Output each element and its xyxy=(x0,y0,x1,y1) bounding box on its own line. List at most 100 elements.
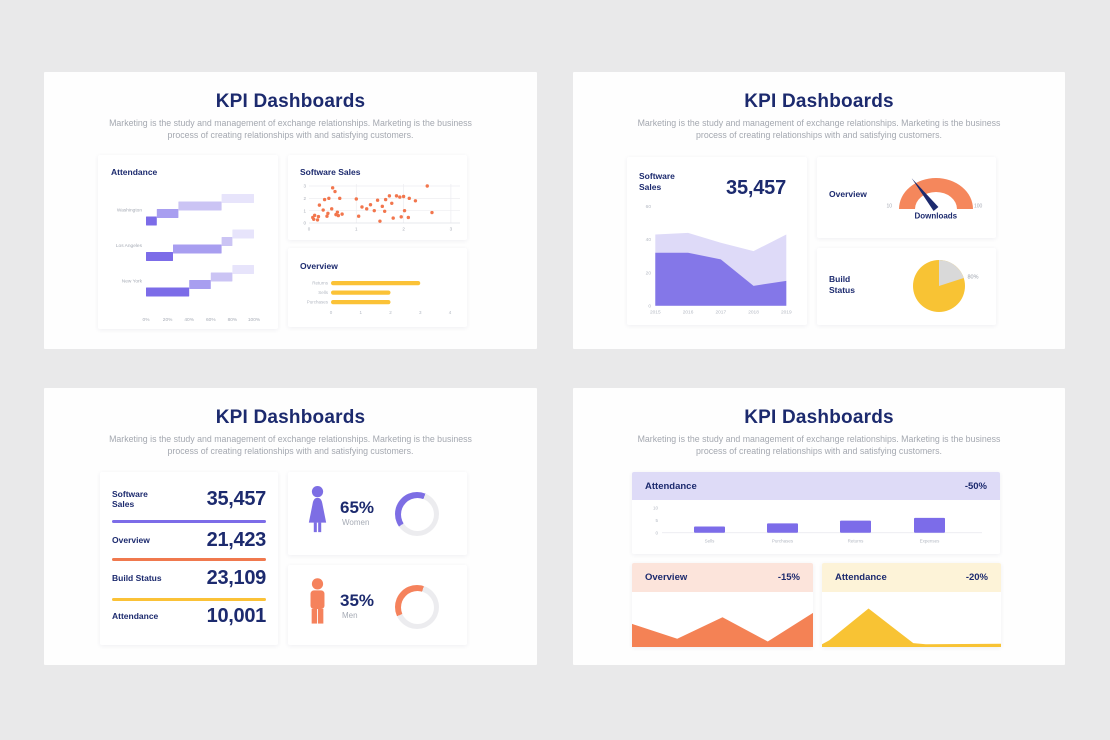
svg-text:Sells: Sells xyxy=(705,539,716,544)
svg-text:10: 10 xyxy=(653,506,659,511)
svg-text:0: 0 xyxy=(648,303,651,309)
svg-text:0: 0 xyxy=(303,221,306,226)
svg-text:Sells: Sells xyxy=(318,290,329,295)
kpi-label: Overview xyxy=(112,534,150,545)
svg-text:0: 0 xyxy=(330,310,333,315)
overview-area-chart xyxy=(632,612,813,647)
kpi-value: 35,457 xyxy=(206,487,267,510)
svg-text:3: 3 xyxy=(450,227,453,232)
svg-text:Purchases: Purchases xyxy=(772,539,794,544)
panel-header: Attendance -50% xyxy=(632,472,1000,500)
svg-text:2: 2 xyxy=(303,196,306,201)
panel-title: Software Sales xyxy=(300,167,361,177)
panel-title: Overview xyxy=(829,189,867,199)
slide-card-4[interactable]: KPI Dashboards Marketing is the study an… xyxy=(573,388,1065,665)
kpi-value: 21,423 xyxy=(206,528,267,551)
slide-subtitle: Marketing is the study and management of… xyxy=(109,434,472,456)
svg-text:1: 1 xyxy=(359,310,362,315)
svg-text:2: 2 xyxy=(402,227,405,232)
panel-title: Overview xyxy=(300,261,338,271)
men-stat-panel: 35% Men xyxy=(288,565,467,645)
slide-card-1[interactable]: KPI Dashboards Marketing is the study an… xyxy=(44,72,537,349)
panel-title: Build Status xyxy=(829,274,855,295)
svg-text:80%: 80% xyxy=(968,275,979,281)
software-sales-area-chart: 0 20 40 60 2015 2016 2017 2018 2019 xyxy=(646,204,792,316)
svg-text:100%: 100% xyxy=(248,317,261,323)
downloads-gauge-panel: Overview 10 100 Downloads xyxy=(817,157,996,238)
svg-text:1: 1 xyxy=(303,208,306,213)
kpi-row: Attendance 10,001 xyxy=(112,600,266,632)
downloads-gauge-chart: 10 100 Downloads xyxy=(886,178,983,221)
svg-text:New York: New York xyxy=(122,279,143,285)
donut-chart xyxy=(395,492,439,536)
person-woman-icon xyxy=(308,486,327,533)
svg-text:2018: 2018 xyxy=(748,310,759,316)
attendance-bars-panel: Attendance -50% 0 5 10 Sells Purchases Return… xyxy=(632,472,1000,554)
panel-header: Overview -15% xyxy=(632,563,813,592)
kpi-row: Build Status 23,109 xyxy=(112,562,266,594)
svg-text:100: 100 xyxy=(974,204,983,210)
slide-title: KPI Dashboards xyxy=(215,407,366,428)
gender-label: Men xyxy=(342,611,358,620)
svg-text:2015: 2015 xyxy=(650,310,661,316)
build-status-pie-chart: 80% xyxy=(913,260,979,312)
software-sales-area-panel: Software Sales 35,457 0 20 40 60 2015 2016 201… xyxy=(627,157,807,325)
attendance-bars-chart: 0 5 10 Sells Purchases Returns Expenses xyxy=(653,506,982,544)
svg-text:60: 60 xyxy=(646,204,652,210)
header-title: Attendance xyxy=(835,572,887,583)
svg-text:40: 40 xyxy=(646,237,652,243)
svg-text:1: 1 xyxy=(355,227,358,232)
svg-text:0: 0 xyxy=(308,227,311,232)
svg-text:0: 0 xyxy=(655,530,658,535)
svg-text:2017: 2017 xyxy=(715,310,726,316)
slide-subtitle: Marketing is the study and management of… xyxy=(637,434,1001,456)
svg-text:Returns: Returns xyxy=(312,281,329,286)
svg-text:40%: 40% xyxy=(184,317,194,323)
overview-area-panel: Overview -15% xyxy=(632,563,813,647)
person-man-icon xyxy=(310,578,325,624)
svg-text:20%: 20% xyxy=(163,317,173,323)
gender-label: Women xyxy=(342,518,370,527)
svg-text:2: 2 xyxy=(389,310,392,315)
kpi-row: Software Sales 35,457 xyxy=(112,483,266,515)
slide-subtitle: Marketing is the study and management of… xyxy=(109,118,472,140)
kpi-big-value: 35,457 xyxy=(726,177,786,199)
build-status-pie-panel: Build Status 80% xyxy=(817,248,996,325)
svg-text:Purchases: Purchases xyxy=(307,300,329,305)
header-title: Overview xyxy=(645,572,688,583)
kpi-label: Software Sales xyxy=(112,488,148,509)
donut-chart xyxy=(395,585,439,629)
slide-subtitle: Marketing is the study and management of… xyxy=(637,118,1001,140)
slide-title: KPI Dashboards xyxy=(744,407,894,428)
attendance-waterfall-panel: Attendance Washington Los Angeles New York… xyxy=(98,155,278,329)
svg-text:20: 20 xyxy=(646,270,652,276)
kpi-label: Build Status xyxy=(112,572,162,583)
change-badge: -50% xyxy=(964,480,987,492)
svg-text:Expenses: Expenses xyxy=(920,539,941,544)
svg-text:3: 3 xyxy=(303,184,306,189)
svg-text:3: 3 xyxy=(419,310,422,315)
slide-title: KPI Dashboards xyxy=(215,91,366,112)
donut-hole xyxy=(400,497,434,531)
attendance-area-chart xyxy=(822,608,1001,647)
kpi-list-panel: Software Sales 35,457 Overview 21,423 Bu… xyxy=(100,472,278,645)
svg-text:Returns: Returns xyxy=(848,539,865,544)
donut-hole xyxy=(400,590,434,624)
change-badge: -20% xyxy=(965,572,988,583)
svg-text:10: 10 xyxy=(886,204,892,210)
software-sales-scatter-chart: 00 1 1 2 2 3 3 xyxy=(303,184,460,232)
kpi-row: Overview 21,423 xyxy=(112,524,266,556)
svg-text:Washington: Washington xyxy=(117,208,142,214)
svg-text:80%: 80% xyxy=(228,317,238,323)
change-badge: -15% xyxy=(777,572,800,583)
attendance-waterfall-chart: Washington Los Angeles New York 0% 20% 40% 60%… xyxy=(116,194,261,323)
svg-text:Downloads: Downloads xyxy=(914,212,957,221)
svg-text:Los Angeles: Los Angeles xyxy=(116,243,143,249)
header-title: Attendance xyxy=(645,480,697,492)
slide-card-3[interactable]: KPI Dashboards Marketing is the study an… xyxy=(44,388,537,665)
slide-card-2[interactable]: KPI Dashboards Marketing is the study an… xyxy=(573,72,1065,349)
svg-text:60%: 60% xyxy=(206,317,216,323)
panel-header: Attendance -20% xyxy=(822,563,1001,592)
kpi-rule xyxy=(112,520,266,523)
